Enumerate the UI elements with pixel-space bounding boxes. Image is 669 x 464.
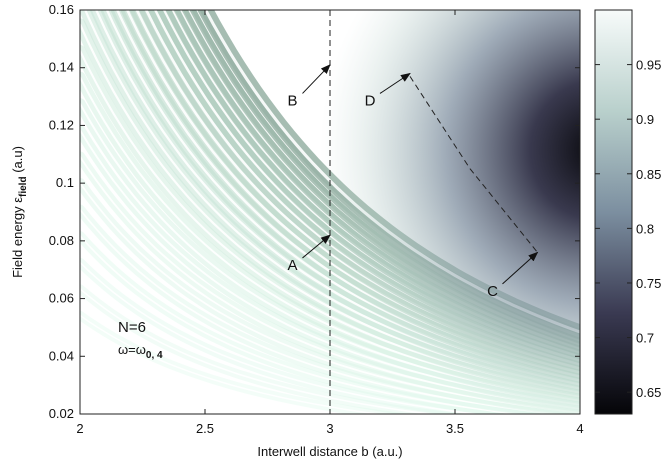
n-annotation: N=6 (118, 319, 146, 336)
y-tick-label: 0.14 (49, 60, 74, 75)
annotation-arrow (502, 251, 539, 285)
colorbar-tick-label: 0.9 (636, 112, 654, 127)
dashed-path (409, 76, 538, 253)
colorbar-ticks: 0.65 0.7 0.75 0.8 0.85 0.9 0.95 (595, 58, 661, 400)
x-ticks: 2 2.5 3 3.5 4 (76, 10, 584, 436)
y-tick-label: 0.08 (49, 233, 74, 248)
arrow-label: A (287, 257, 297, 274)
y-tick-label: 0.06 (49, 291, 74, 306)
annotation-layer: A B D C (287, 10, 539, 414)
x-axis-label: Interwell distance b (a.u.) (257, 444, 402, 459)
x-tick-label: 3.5 (446, 421, 464, 436)
y-axis-label-suffix: (a.u) (10, 146, 25, 176)
annotation-arrow (379, 72, 411, 94)
y-axis-label-group: Field energy εfield (a.u) (10, 146, 29, 278)
omega-subscript: 0, 4 (146, 350, 163, 361)
colorbar-tick-label: 0.7 (636, 331, 654, 346)
colorbar-tick-label: 0.75 (636, 276, 661, 291)
y-tick-label: 0.16 (49, 2, 74, 17)
y-tick-label: 0.12 (49, 117, 74, 132)
y-axis-label-prefix: Field energy (10, 203, 25, 278)
plot-area: 2 2.5 3 3.5 4 0.02 0.04 0.06 0.08 0.1 0.12 0.14 0.1… (49, 2, 584, 436)
y-tick-label: 0.1 (56, 175, 74, 190)
y-axis-label-subscript: field (18, 176, 29, 197)
y-ticks: 0.02 0.04 0.06 0.08 0.1 0.12 0.14 0.16 (49, 2, 580, 421)
y-axis-label-symbol: ε (10, 197, 25, 203)
x-tick-label: 2.5 (196, 421, 214, 436)
omega-annotation: ω=ω0, 4 (118, 342, 163, 361)
x-tick-label: 2 (76, 421, 83, 436)
colorbar-tick-label: 0.65 (636, 385, 661, 400)
annotation-arrow (302, 234, 331, 259)
y-tick-label: 0.04 (49, 348, 74, 363)
arrow-label: B (287, 92, 297, 109)
colorbar-tick-label: 0.8 (636, 221, 654, 236)
colorbar-frame (594, 9, 633, 415)
colorbar-tick-label: 0.85 (636, 167, 661, 182)
arrow-label: C (487, 283, 498, 300)
arrow-label: D (365, 92, 376, 109)
colorbar-tick-label: 0.95 (636, 58, 661, 73)
colorbar-gradient (595, 10, 632, 414)
y-axis-label: Field energy εfield (a.u) (10, 146, 29, 278)
y-tick-label: 0.02 (49, 406, 74, 421)
omega-main: ω=ω (118, 342, 146, 357)
x-tick-label: 4 (576, 421, 583, 436)
x-tick-label: 3 (326, 421, 333, 436)
annotation-arrow (302, 64, 331, 94)
colorbar: 0.65 0.7 0.75 0.8 0.85 0.9 0.95 (594, 9, 661, 415)
